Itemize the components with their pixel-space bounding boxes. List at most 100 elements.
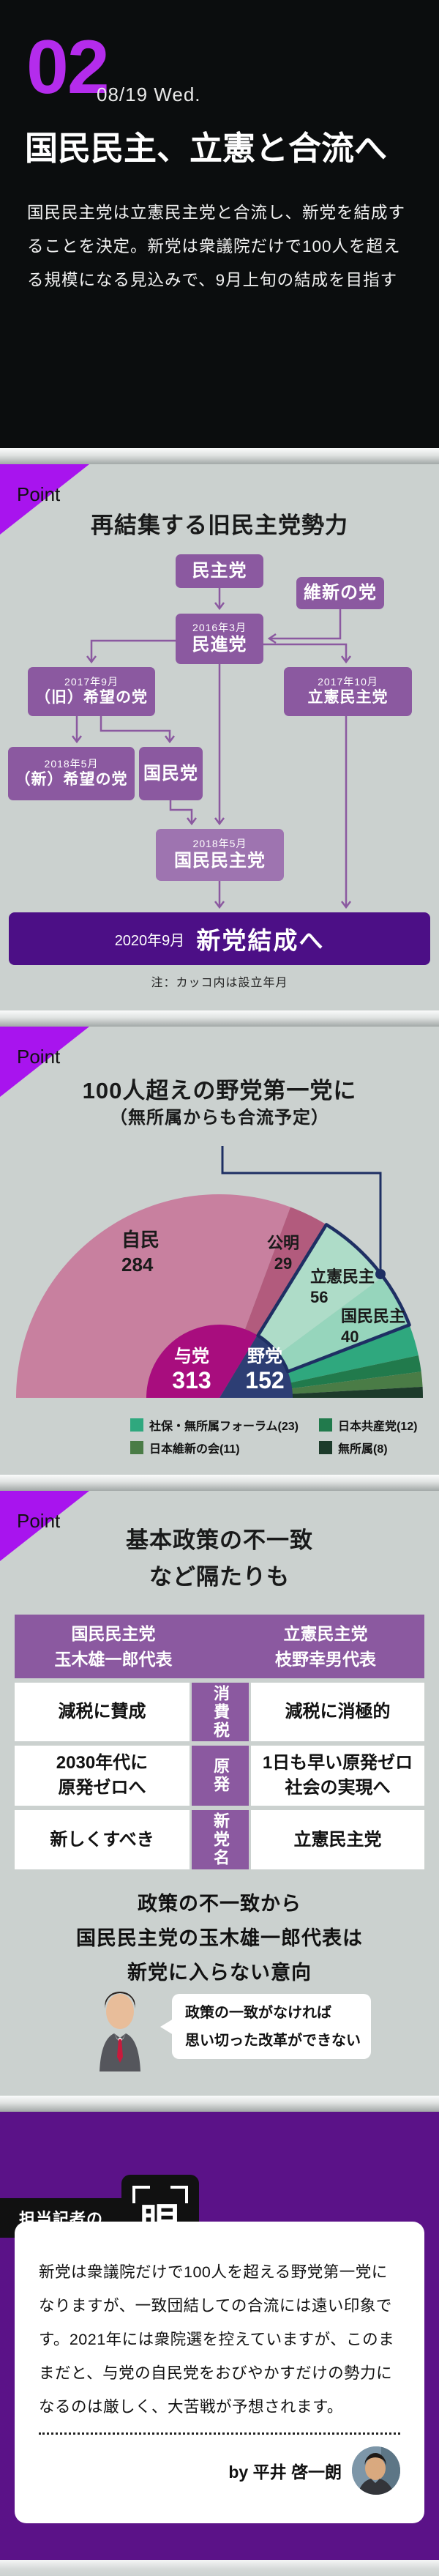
party-node-minshu: 民主党 — [176, 554, 263, 588]
section-divider — [0, 1010, 439, 1027]
party-name: （旧）希望の党 — [35, 689, 148, 707]
cell-right: 1日も早い原発ゼロ 社会の実現へ — [251, 1746, 424, 1806]
leader-name: 玉木雄一郎代表 — [54, 1649, 173, 1669]
page-title: 国民民主、立憲と合流へ — [25, 130, 388, 167]
party-name: 国民民主党 — [174, 851, 266, 871]
section-seat-chart: Point 100人超えの野党第一党に （無所属からも合流予定） 自民 284 公明… — [0, 1027, 439, 1475]
svg-text:自民: 自民 — [121, 1229, 160, 1251]
legend-label: 社保・無所属フォーラム(23) — [149, 1421, 299, 1433]
legend-label: 無所属(8) — [338, 1443, 388, 1456]
quote-line: 政策の一致がなければ — [185, 2004, 331, 2021]
section-divider — [0, 448, 439, 464]
party-name: 維新の党 — [304, 583, 377, 603]
legend-swatch — [130, 1441, 143, 1454]
header-right: 立憲民主党 枝野幸男代表 — [227, 1621, 424, 1672]
legend-item: 無所属(8) — [319, 1439, 388, 1456]
header-left: 国民民主党 玉木雄一郎代表 — [15, 1621, 212, 1672]
svg-text:立憲民主: 立憲民主 — [310, 1267, 375, 1286]
legend-item: 日本維新の会(11) — [130, 1439, 240, 1456]
reporter-name: by 平井 啓一朗 — [228, 2463, 342, 2482]
legend-item: 日本共産党(12) — [319, 1416, 417, 1434]
cell-left: 減税に賛成 — [15, 1683, 190, 1741]
point-label: Point — [17, 483, 61, 505]
party-name: 国民党 — [143, 763, 198, 783]
party-name: 立憲民主党 — [307, 689, 389, 707]
legend-swatch — [319, 1418, 332, 1432]
svg-text:29: 29 — [274, 1254, 292, 1273]
section-divider — [0, 2096, 439, 2112]
party-name: 民主党 — [192, 561, 247, 581]
bracket-corner-icon — [170, 2186, 188, 2203]
svg-text:313: 313 — [172, 1367, 211, 1393]
conclusion-line: 新党に入らない意向 — [127, 1962, 312, 1984]
lead-paragraph: 国民民主党は立憲民主党と合流し、新党を結成することを決定。新党は衆議院だけで10… — [27, 204, 406, 289]
reporter-section: 担当記者の 眼 新党は衆議院だけで100人を超える野党第一党になりますが、一致団… — [0, 2112, 439, 2560]
party-node-kokuminto: 国民党 — [139, 747, 203, 800]
row-category: 原発 — [192, 1746, 249, 1806]
section2-subtitle: （無所属からも合流予定） — [110, 1108, 329, 1128]
party-name: 民進党 — [192, 635, 247, 655]
party-node-rikken: 2017年10月 立憲民主党 — [284, 667, 412, 716]
legend-swatch — [130, 1418, 143, 1432]
header: 02 08/19 Wed. 国民民主、立憲と合流へ 国民民主党は立憲民主党と合流… — [0, 0, 439, 448]
party-date: 2018年5月 — [44, 757, 99, 770]
svg-text:56: 56 — [310, 1288, 328, 1306]
legend-label: 日本維新の会(11) — [149, 1443, 240, 1456]
legend-label: 日本共産党(12) — [338, 1421, 418, 1433]
svg-text:与党: 与党 — [174, 1347, 209, 1366]
svg-text:野党: 野党 — [247, 1347, 282, 1366]
speech-bubble: 政策の一致がなければ 思い切った改革ができない — [160, 1994, 371, 2059]
section-party-lineage: Point 再結集する旧民主党勢力 民主党 維新の党 2016年3月 — [0, 464, 439, 1010]
cell-right: 減税に消極的 — [251, 1683, 424, 1741]
dotted-separator — [39, 2432, 400, 2435]
cell-left: 2030年代に 原発ゼロへ — [15, 1746, 190, 1806]
party-node-kibo-old: 2017年9月 （旧）希望の党 — [28, 667, 155, 716]
table-row: 新しくすべき 新党名 立憲民主党 — [15, 1810, 424, 1869]
party-name: 立憲民主党 — [283, 1624, 368, 1643]
section1-title: 再結集する旧民主党勢力 — [91, 513, 348, 538]
reporter-avatar — [352, 2446, 400, 2495]
table-row: 減税に賛成 消費税 減税に消極的 — [15, 1683, 424, 1741]
leader-name: 枝野幸男代表 — [275, 1649, 376, 1669]
point-label: Point — [17, 1046, 61, 1068]
section3-title-line2: など隔たりも — [149, 1564, 290, 1590]
goal-banner: 2020年9月 新党結成へ — [9, 912, 430, 965]
cell-left: 新しくすべき — [15, 1810, 190, 1869]
cell-right: 立憲民主党 — [251, 1810, 424, 1869]
legend-swatch — [319, 1441, 332, 1454]
party-node-minshin: 2016年3月 民進党 — [176, 614, 263, 664]
diagram-note: 注：カッコ内は設立年月 — [151, 977, 288, 989]
section3-title-line1: 基本政策の不一致 — [126, 1527, 313, 1553]
svg-text:公明: 公明 — [267, 1234, 299, 1252]
legend-item: 社保・無所属フォーラム(23) — [130, 1416, 299, 1434]
section-divider — [0, 1475, 439, 1491]
goal-date: 2020年9月 — [114, 932, 185, 949]
table-row: 2030年代に 原発ゼロへ 原発 1日も早い原発ゼロ 社会の実現へ — [15, 1746, 424, 1806]
diagram-connectors — [72, 588, 351, 909]
policy-table-header: 国民民主党 玉木雄一郎代表 立憲民主党 枝野幸男代表 — [15, 1615, 424, 1678]
goal-name: 新党結成へ — [196, 927, 325, 954]
tamaki-photo — [100, 1992, 140, 2071]
reporter-comment-card: 新党は衆議院だけで100人を超える野党第一党になりますが、一致団結しての合流には… — [15, 2222, 424, 2523]
policy-table: 国民民主党 玉木雄一郎代表 立憲民主党 枝野幸男代表 減税に賛成 消費税 減税に… — [15, 1615, 424, 1869]
party-name: 国民民主党 — [71, 1624, 156, 1643]
section2-title: 100人超えの野党第一党に — [82, 1078, 357, 1103]
conclusion-line: 政策の不一致から — [138, 1893, 301, 1915]
row-category: 消費税 — [192, 1683, 249, 1741]
party-date: 2018年5月 — [192, 837, 247, 849]
svg-text:国民民主: 国民民主 — [341, 1307, 405, 1325]
row-category: 新党名 — [192, 1810, 249, 1869]
party-name: （新）希望の党 — [15, 771, 128, 789]
byline: by 平井 啓一朗 — [39, 2446, 400, 2495]
svg-text:40: 40 — [341, 1328, 359, 1346]
svg-text:284: 284 — [121, 1254, 154, 1276]
party-node-kibo-new: 2018年5月 （新）希望の党 — [8, 747, 135, 800]
comment-text: 新党は衆議院だけで100人を超える野党第一党になりますが、一致団結しての合流には… — [39, 2263, 395, 2416]
party-date: 2016年3月 — [192, 621, 247, 633]
quote-line: 思い切った改革ができない — [185, 2032, 361, 2049]
issue-number: 02 — [26, 25, 110, 110]
conclusion-line: 国民民主党の玉木雄一郎代表は — [76, 1927, 363, 1949]
party-node-kokumin-minshu: 2018年5月 国民民主党 — [156, 829, 284, 881]
